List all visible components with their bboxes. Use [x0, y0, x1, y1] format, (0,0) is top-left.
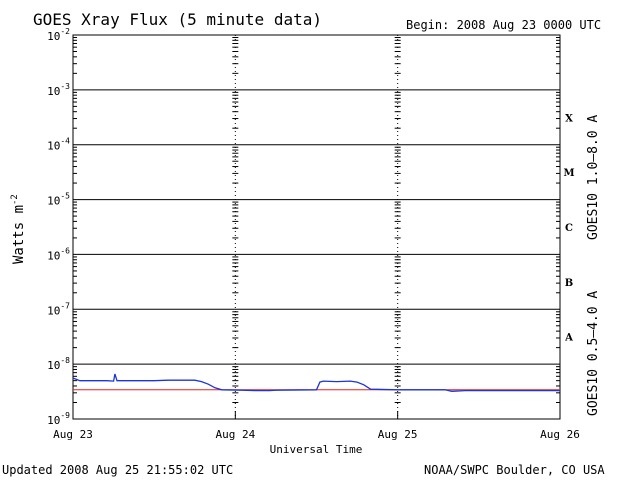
x-tick-label: Aug 25 — [378, 428, 418, 441]
series-label-long: GOES10 1.0–8.0 A — [586, 115, 601, 240]
x-tick-labels: Aug 23 Aug 24 Aug 25 Aug 26 — [53, 428, 580, 441]
y-tick-label: 10-6 — [47, 246, 70, 262]
y-tick-label: 10-5 — [47, 192, 70, 208]
series-label-short: GOES10 0.5–4.0 A — [586, 291, 601, 416]
credit-label: NOAA/SWPC Boulder, CO USA — [424, 463, 605, 477]
y-tick-label: 10-3 — [47, 82, 70, 98]
x-tick-label: Aug 26 — [540, 428, 580, 441]
plot-frame — [72, 34, 561, 420]
updated-label: Updated 2008 Aug 25 21:55:02 UTC — [2, 463, 233, 477]
begin-label: Begin: 2008 Aug 23 0000 UTC — [406, 18, 601, 32]
flare-class-a: A — [564, 333, 573, 344]
grid — [73, 35, 560, 419]
y-tick-label: 10-2 — [47, 27, 70, 43]
flare-class-c: C — [565, 223, 573, 234]
chart-title: GOES Xray Flux (5 minute data) — [33, 10, 322, 29]
flare-class-b: B — [565, 278, 573, 289]
flare-class-labels: X M C B A — [563, 113, 574, 343]
y-tick-label: 10-8 — [47, 356, 70, 372]
x-axis-label: Universal Time — [270, 443, 363, 456]
y-tick-label: 10-9 — [47, 411, 70, 427]
x-tick-label: Aug 23 — [53, 428, 93, 441]
y-axis-label: Watts m-2 — [10, 194, 27, 264]
flare-class-x: X — [565, 113, 573, 124]
series-lines — [72, 373, 560, 392]
y-tick-label: 10-4 — [47, 137, 70, 153]
series-line-1 — [72, 373, 560, 392]
x-tick-label: Aug 24 — [215, 428, 255, 441]
y-tick-labels: 10-2 10-3 10-4 10-5 10-6 10-7 10-8 10-9 — [47, 27, 70, 427]
minor-ticks — [72, 37, 561, 419]
flare-class-m: M — [563, 168, 574, 179]
y-tick-label: 10-7 — [47, 301, 70, 317]
